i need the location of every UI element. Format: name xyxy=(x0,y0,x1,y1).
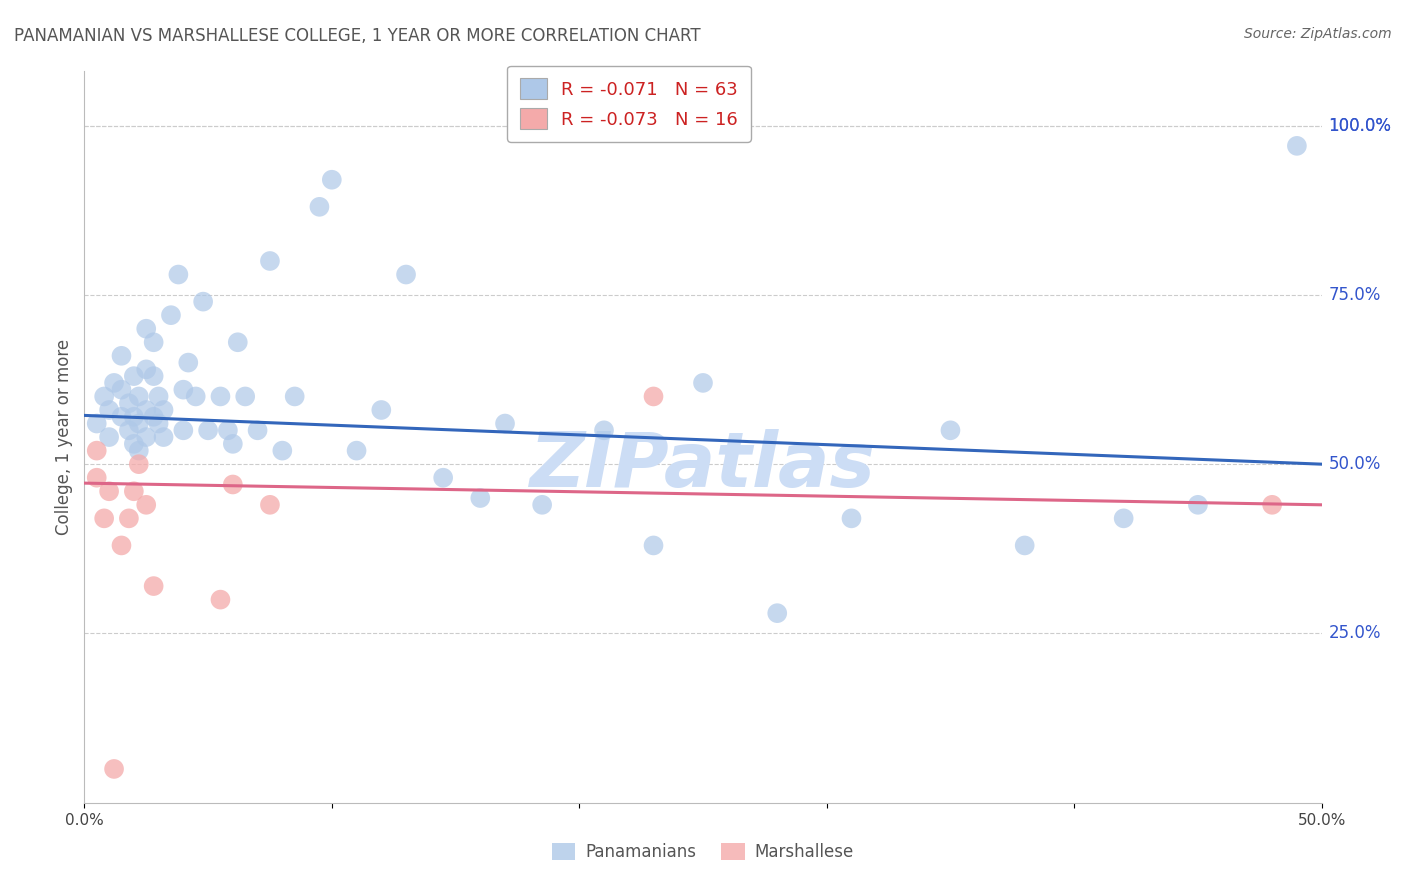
Text: 75.0%: 75.0% xyxy=(1329,285,1381,304)
Point xyxy=(222,477,245,491)
Point xyxy=(142,369,165,384)
Point xyxy=(1112,511,1135,525)
Text: 50.0%: 50.0% xyxy=(1329,455,1381,473)
Point xyxy=(118,511,141,525)
Point xyxy=(142,409,165,424)
Y-axis label: College, 1 year or more: College, 1 year or more xyxy=(55,339,73,535)
Point xyxy=(110,538,132,552)
Point xyxy=(152,403,174,417)
Point xyxy=(321,172,343,186)
Point xyxy=(184,389,207,403)
Point xyxy=(246,423,269,437)
Point xyxy=(470,491,492,505)
Point xyxy=(86,471,108,485)
Text: 25.0%: 25.0% xyxy=(1329,624,1381,642)
Point xyxy=(152,430,174,444)
Point xyxy=(128,457,150,471)
Point xyxy=(395,268,418,282)
Text: PANAMANIAN VS MARSHALLESE COLLEGE, 1 YEAR OR MORE CORRELATION CHART: PANAMANIAN VS MARSHALLESE COLLEGE, 1 YEA… xyxy=(14,27,700,45)
Point xyxy=(98,403,121,417)
Point xyxy=(142,335,165,350)
Point xyxy=(110,349,132,363)
Point xyxy=(209,592,232,607)
Point xyxy=(128,389,150,403)
Point xyxy=(128,417,150,431)
Point xyxy=(135,362,157,376)
Point xyxy=(226,335,249,350)
Point xyxy=(841,511,863,525)
Point xyxy=(160,308,183,322)
Point xyxy=(172,383,194,397)
Point xyxy=(259,254,281,268)
Point xyxy=(110,409,132,424)
Point xyxy=(209,389,232,403)
Point xyxy=(217,423,239,437)
Point xyxy=(118,396,141,410)
Point xyxy=(135,498,157,512)
Legend: Panamanians, Marshallese: Panamanians, Marshallese xyxy=(546,836,860,868)
Point xyxy=(103,762,125,776)
Text: ZIPatlas: ZIPatlas xyxy=(530,429,876,503)
Point xyxy=(197,423,219,437)
Point xyxy=(86,443,108,458)
Point xyxy=(148,389,170,403)
Text: 100.0%: 100.0% xyxy=(1329,117,1392,135)
Point xyxy=(191,294,214,309)
Point xyxy=(346,443,368,458)
Point xyxy=(172,423,194,437)
Point xyxy=(135,430,157,444)
Point xyxy=(370,403,392,417)
Point xyxy=(939,423,962,437)
Point xyxy=(86,417,108,431)
Point xyxy=(93,389,115,403)
Point xyxy=(98,484,121,499)
Point xyxy=(432,471,454,485)
Text: Source: ZipAtlas.com: Source: ZipAtlas.com xyxy=(1244,27,1392,41)
Point xyxy=(1261,498,1284,512)
Point xyxy=(167,268,190,282)
Point xyxy=(643,389,665,403)
Point xyxy=(135,403,157,417)
Point xyxy=(103,376,125,390)
Point xyxy=(692,376,714,390)
Point xyxy=(135,322,157,336)
Point xyxy=(142,579,165,593)
Point xyxy=(1014,538,1036,552)
Point xyxy=(110,383,132,397)
Point xyxy=(148,417,170,431)
Point xyxy=(233,389,256,403)
Point xyxy=(271,443,294,458)
Point xyxy=(122,437,145,451)
Point xyxy=(1285,139,1308,153)
Point xyxy=(643,538,665,552)
Point xyxy=(177,355,200,369)
Point xyxy=(122,409,145,424)
Point xyxy=(259,498,281,512)
Point xyxy=(593,423,616,437)
Point xyxy=(128,443,150,458)
Point xyxy=(122,369,145,384)
Point xyxy=(531,498,554,512)
Point xyxy=(494,417,516,431)
Point xyxy=(98,430,121,444)
Point xyxy=(222,437,245,451)
Point xyxy=(308,200,330,214)
Point xyxy=(122,484,145,499)
Point xyxy=(284,389,307,403)
Text: 100.0%: 100.0% xyxy=(1329,117,1392,135)
Point xyxy=(1187,498,1209,512)
Point xyxy=(93,511,115,525)
Point xyxy=(766,606,789,620)
Point xyxy=(118,423,141,437)
